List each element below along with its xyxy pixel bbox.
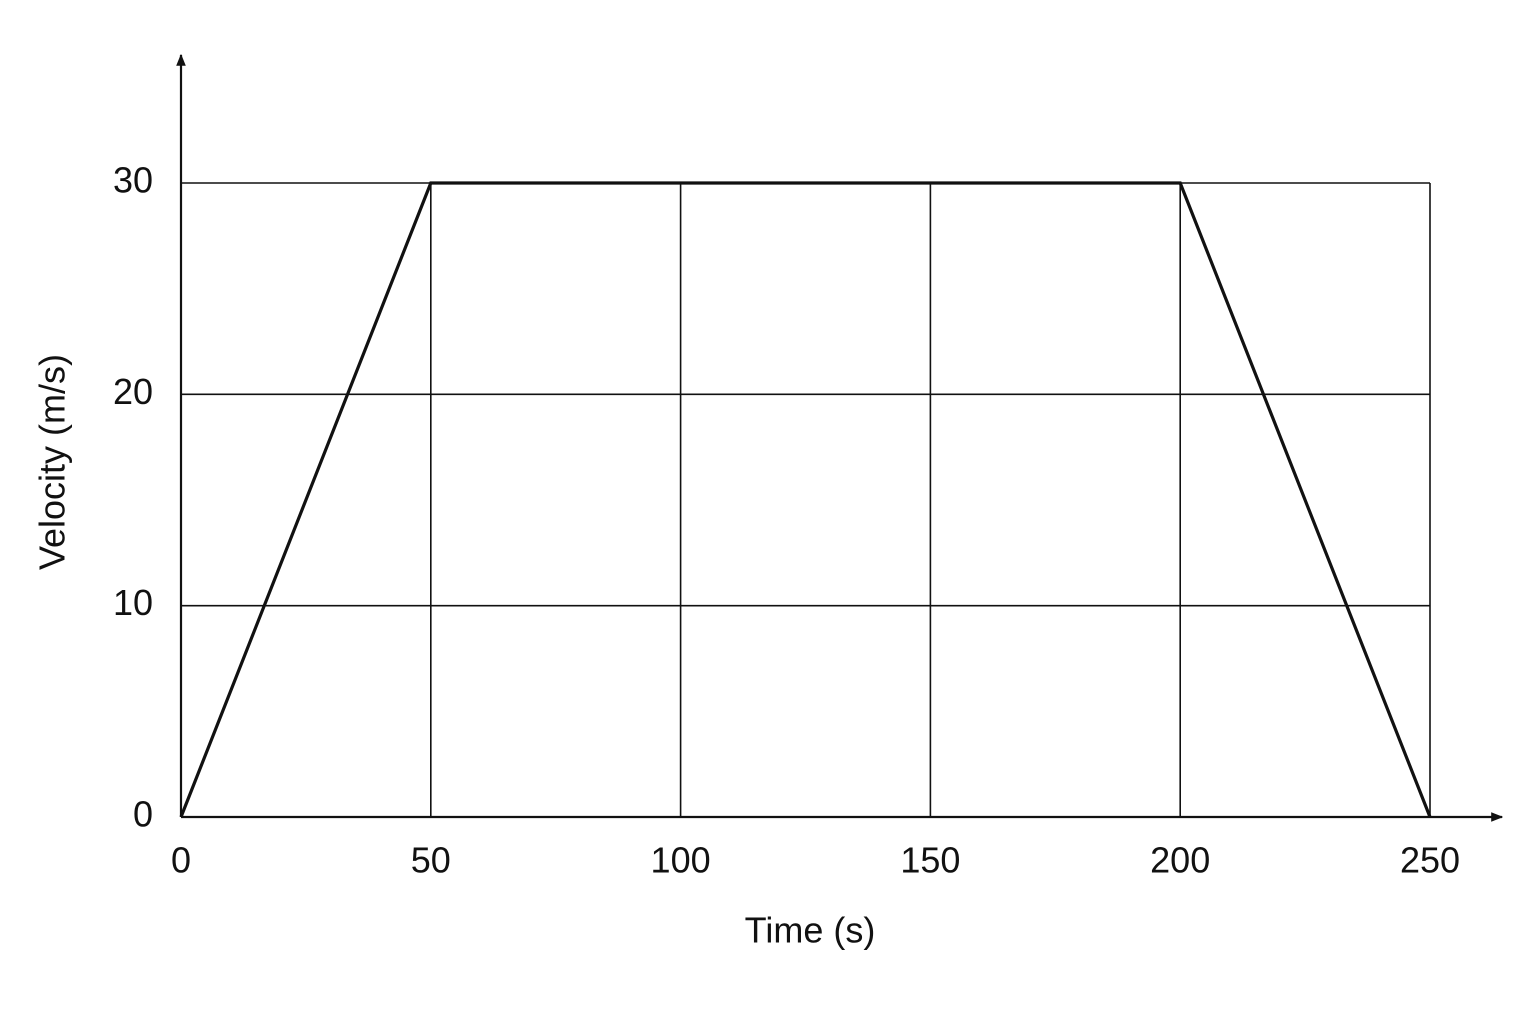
x-tick-label: 150: [900, 840, 960, 881]
x-tick-label: 100: [651, 840, 711, 881]
x-axis-label: Time (s): [745, 910, 876, 951]
y-tick-label: 30: [113, 160, 153, 201]
y-tick-label: 20: [113, 371, 153, 412]
x-tick-label: 250: [1400, 840, 1460, 881]
x-tick-label: 200: [1150, 840, 1210, 881]
x-tick-label: 0: [171, 840, 191, 881]
x-tick-label: 50: [411, 840, 451, 881]
y-tick-label: 10: [113, 582, 153, 623]
y-axis-label: Velocity (m/s): [32, 354, 73, 570]
y-tick-label: 0: [133, 794, 153, 835]
data-line: [179, 181, 1432, 818]
